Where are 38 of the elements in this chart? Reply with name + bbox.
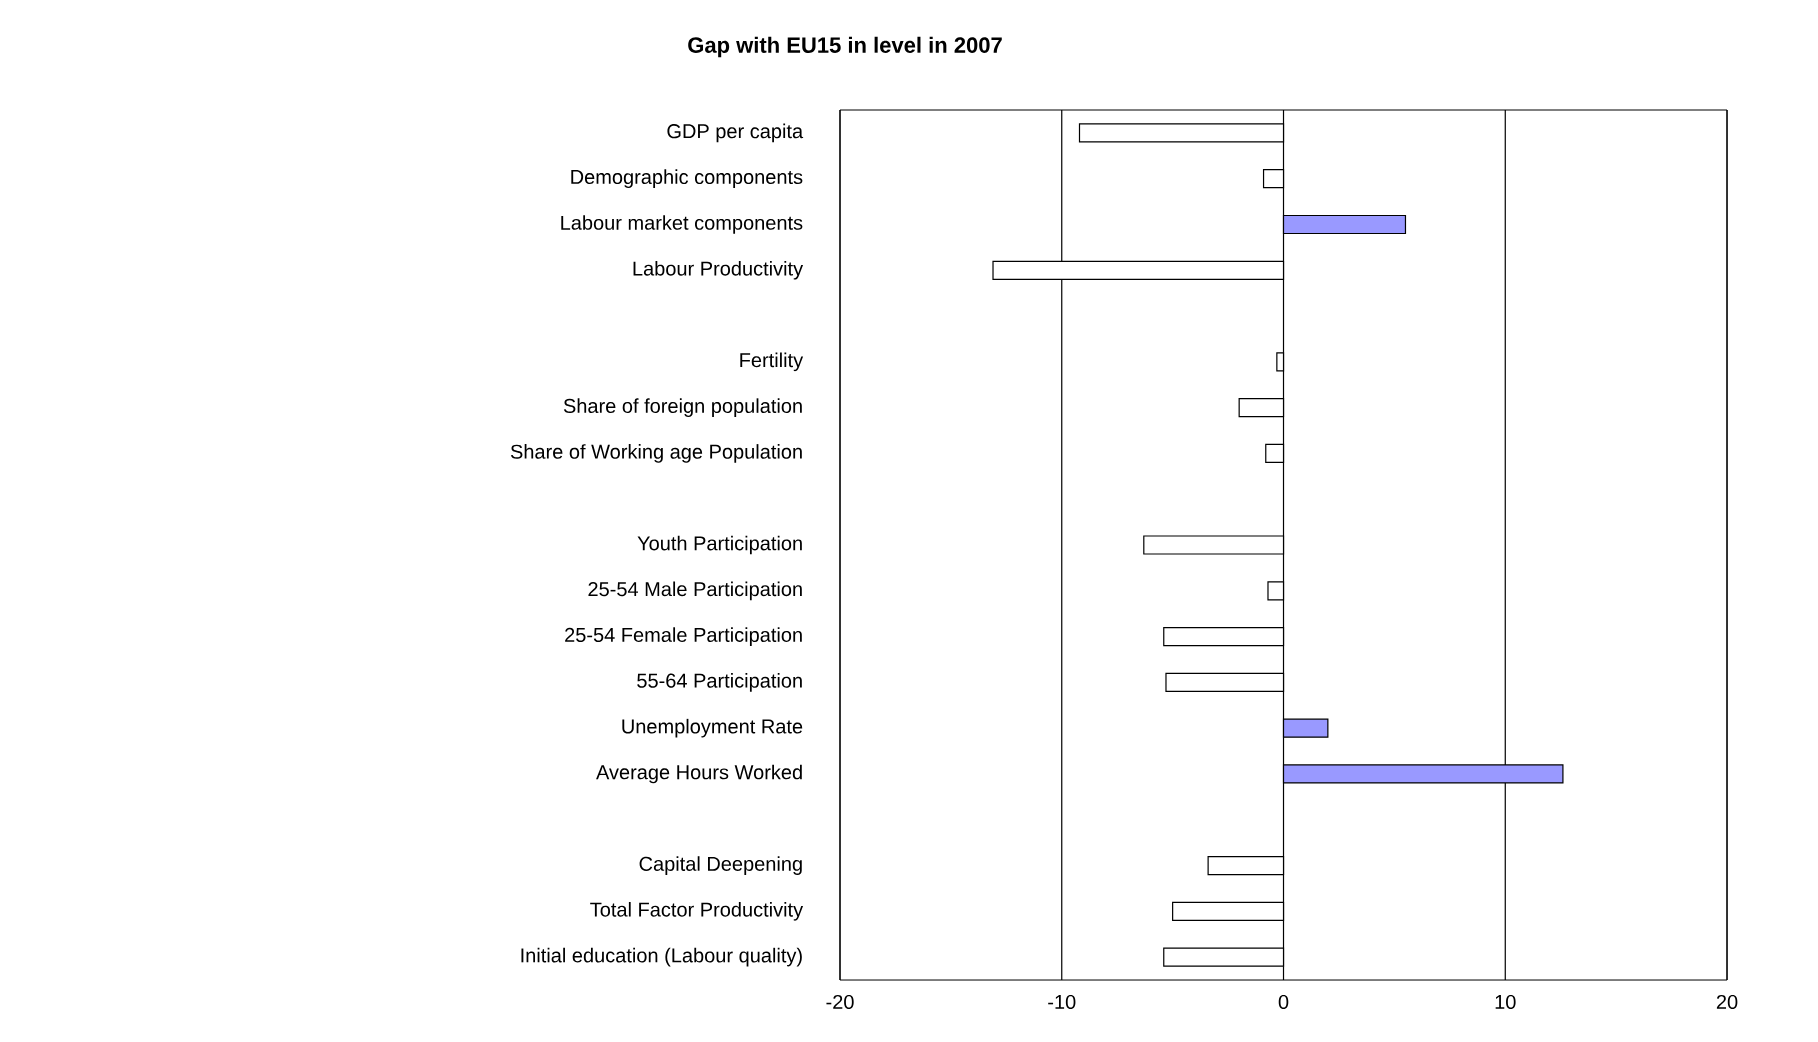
y-tick-label: Labour Productivity: [633, 260, 804, 280]
bar: [1207, 855, 1285, 876]
y-tick-label: GDP per capita: [667, 123, 804, 143]
bar: [1078, 123, 1285, 143]
y-tick-label: Total Factor Productivity: [590, 902, 804, 921]
bar: [1163, 947, 1285, 967]
y-tick-label: Capital Deepening: [639, 856, 802, 875]
bar: [1165, 672, 1285, 692]
x-tick-label: -10: [1048, 994, 1076, 1010]
y-tick-label: Demographic components: [571, 169, 803, 189]
bar: [1265, 443, 1285, 464]
bar: [1282, 764, 1564, 784]
bar: [1267, 581, 1285, 601]
bar: [1238, 398, 1285, 418]
y-tick-label: 25-54 Male Participation: [588, 581, 802, 601]
y-tick-label: Unemployment Rate: [622, 718, 803, 738]
y-tick-label: Fertility: [740, 352, 804, 372]
bar: [1143, 535, 1285, 555]
y-tick-label: Youth Participation: [637, 535, 802, 555]
y-tick-label: 25-54 Female Participation: [565, 627, 802, 646]
bar: [992, 260, 1285, 280]
bar: [1276, 352, 1285, 372]
y-tick-label: Initial education (Labour quality): [521, 947, 802, 967]
y-tick-label: Average Hours Worked: [596, 764, 802, 784]
y-tick-label: 55-64 Participation: [637, 673, 802, 692]
x-tick-label: 0: [1278, 994, 1289, 1010]
bar: [1172, 901, 1285, 921]
bar: [1262, 169, 1285, 189]
y-tick-label: Share of Working age Population: [510, 444, 802, 463]
chart-title: Gap with EU15 in level in 2007: [688, 36, 1002, 58]
bar: [1282, 214, 1407, 235]
bar: [1282, 718, 1329, 738]
y-tick-label: Labour market components: [561, 215, 803, 234]
x-tick-label: 10: [1495, 994, 1516, 1010]
y-tick-label: Share of foreign population: [563, 398, 802, 417]
x-tick-label: 20: [1716, 994, 1738, 1010]
x-tick-label: -20: [826, 994, 854, 1010]
bar: [1163, 627, 1285, 647]
